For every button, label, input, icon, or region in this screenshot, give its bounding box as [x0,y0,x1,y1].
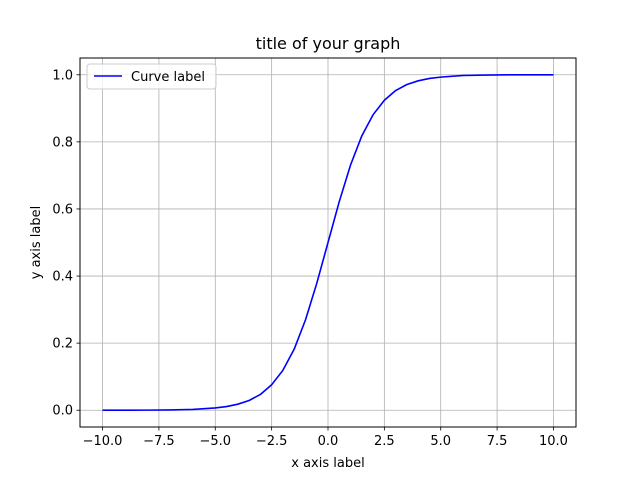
y-axis-label: y axis label [29,206,44,279]
x-tick-label: 0.0 [318,434,339,449]
x-tick-label: 2.5 [374,434,395,449]
y-tick-label: 0.0 [52,404,73,419]
y-tick-label: 1.0 [52,68,73,83]
y-tick-label: 0.8 [52,135,73,150]
x-tick-label: −7.5 [143,434,175,449]
x-tick-label: −10.0 [83,434,123,449]
y-tick-label: 0.4 [52,270,73,285]
x-tick-label: −5.0 [199,434,231,449]
legend-label: Curve label [131,70,205,85]
x-tick-label: 7.5 [487,434,508,449]
x-tick-label: 5.0 [430,434,451,449]
legend-box [86,63,217,90]
x-tick-label: 10.0 [539,434,568,449]
y-tick-label: 0.2 [52,337,73,352]
x-axis-label: x axis label [291,456,364,471]
series-layer [102,73,554,412]
x-tick-label: −2.5 [256,434,288,449]
y-tick-label: 0.6 [52,202,73,217]
legend: Curve label [86,63,217,90]
chart-title: title of your graph [256,34,401,53]
series-line [102,73,554,412]
axis-ticks: −10.0 −7.5 −5.0 −2.5 0.0 2.5 5.0 7.5 10.0 0.0 0.2 0… [52,68,568,449]
